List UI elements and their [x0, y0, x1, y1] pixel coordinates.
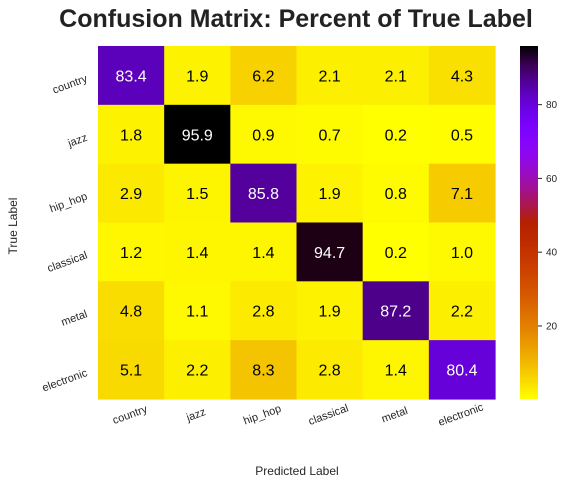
heatmap-cell — [428, 104, 496, 165]
cell-value-label: 2.8 — [252, 304, 274, 321]
x-tick-labels: country jazz hip_hop classical metal electron… — [111, 401, 485, 429]
x-tick-label: hip_hop — [242, 403, 283, 428]
cell-value-label: 0.2 — [385, 245, 407, 262]
cell-value-label: 7.1 — [451, 186, 473, 203]
colorbar-tick-label: 40 — [546, 248, 558, 259]
cell-value-label: 1.9 — [318, 304, 340, 321]
chart-title: Confusion Matrix: Percent of True Label — [59, 5, 533, 33]
y-axis-label: True Label — [6, 198, 20, 255]
cell-value-label: 95.9 — [182, 127, 213, 144]
cell-value-label: 2.2 — [451, 304, 473, 321]
x-axis-label: Predicted Label — [255, 464, 338, 478]
colorbar-tick-label: 80 — [546, 100, 558, 111]
cell-value-label: 8.3 — [252, 363, 274, 380]
cell-value-label: 0.9 — [252, 127, 274, 144]
cell-value-label: 85.8 — [248, 186, 279, 203]
heatmap-cell — [296, 163, 364, 224]
heatmap-cell — [428, 281, 496, 341]
heatmap-cell — [428, 46, 496, 106]
cell-value-label: 1.2 — [120, 245, 142, 262]
y-tick-label: country — [51, 73, 89, 97]
heatmap-cell — [98, 46, 165, 106]
cell-value-label: 2.8 — [318, 363, 340, 380]
cell-value-label: 6.2 — [252, 68, 274, 85]
cell-value-label: 2.2 — [186, 363, 208, 380]
heatmap-cell — [98, 163, 165, 224]
heatmap-cell — [362, 46, 430, 106]
y-tick-label: hip_hop — [48, 191, 89, 216]
cell-value-label: 0.5 — [451, 127, 473, 144]
colorbar: 20 40 60 80 — [520, 46, 558, 399]
heatmap-cell — [98, 281, 165, 341]
x-tick-label: electronic — [437, 401, 486, 429]
heatmap-cell — [428, 222, 496, 282]
heatmap-cell — [230, 281, 298, 341]
cell-value-label: 1.0 — [451, 245, 473, 262]
cell-value-label: 1.9 — [186, 68, 208, 85]
colorbar-gradient — [520, 46, 538, 399]
heatmap-cell — [428, 163, 496, 224]
x-tick-label: country — [111, 403, 149, 427]
heatmap-cell — [296, 104, 364, 165]
colorbar-tick-label: 20 — [546, 321, 558, 332]
cell-value-label: 0.8 — [385, 186, 407, 203]
heatmap-cell — [230, 222, 298, 282]
cell-value-label: 83.4 — [116, 68, 147, 85]
heatmap-cell — [164, 46, 231, 106]
cell-value-label: 0.2 — [385, 127, 407, 144]
cell-value-label: 1.4 — [186, 245, 208, 262]
heatmap-cell — [230, 46, 298, 106]
x-tick-label: jazz — [184, 406, 207, 424]
heatmap-cell — [98, 104, 165, 165]
cell-value-label: 80.4 — [446, 363, 477, 380]
heatmap-cell — [362, 163, 430, 224]
cell-value-label: 1.4 — [252, 245, 274, 262]
heatmap-cell — [164, 222, 231, 282]
cell-value-label: 1.1 — [186, 304, 208, 321]
cell-value-label: 5.1 — [120, 363, 142, 380]
heatmap-cell — [362, 340, 430, 400]
heatmap-cell — [230, 104, 298, 165]
heatmap-cell — [296, 281, 364, 341]
heatmap-cell — [362, 222, 430, 282]
heatmap-cell — [164, 104, 231, 165]
y-tick-label: jazz — [66, 132, 89, 150]
heatmap-cell — [230, 340, 298, 400]
x-tick-label: classical — [307, 402, 350, 427]
cell-value-label: 1.9 — [318, 186, 340, 203]
heatmap-cell — [362, 104, 430, 165]
y-tick-label: metal — [60, 308, 89, 328]
cell-value-label: 1.8 — [120, 127, 142, 144]
heatmap-cell — [296, 222, 364, 282]
heatmap-cell — [296, 340, 364, 400]
cell-value-label: 94.7 — [314, 245, 345, 262]
x-tick-label: metal — [380, 405, 409, 425]
y-tick-label: classical — [46, 249, 89, 274]
heatmap-cell — [98, 222, 165, 282]
cell-value-label: 1.4 — [385, 363, 407, 380]
cell-value-label: 4.8 — [120, 304, 142, 321]
heatmap-cell — [98, 340, 165, 400]
heatmap-cell — [164, 340, 231, 400]
cell-value-label: 4.3 — [451, 68, 473, 85]
heatmap-cell — [296, 46, 364, 106]
cell-value-label: 0.7 — [318, 127, 340, 144]
heatmap-cell — [428, 340, 496, 400]
heatmap-cell — [164, 281, 231, 341]
y-tick-labels: country jazz hip_hop classical metal electron… — [41, 73, 90, 395]
heatmap-cell — [230, 163, 298, 224]
heatmap-cell — [164, 163, 231, 224]
cell-value-label: 2.9 — [120, 186, 142, 203]
cell-value-label: 87.2 — [380, 304, 411, 321]
y-tick-label: electronic — [41, 367, 90, 395]
colorbar-tick-label: 60 — [546, 174, 558, 185]
cell-value-label: 2.1 — [385, 68, 407, 85]
heatmap-cell — [362, 281, 430, 341]
heatmap-cells: 83.4 1.9 6.2 2.1 2.1 4.3 1.8 95.9 0.9 0.7 0.2 0.5 2.… — [98, 46, 496, 400]
cell-value-label: 1.5 — [186, 186, 208, 203]
cell-value-label: 2.1 — [318, 68, 340, 85]
